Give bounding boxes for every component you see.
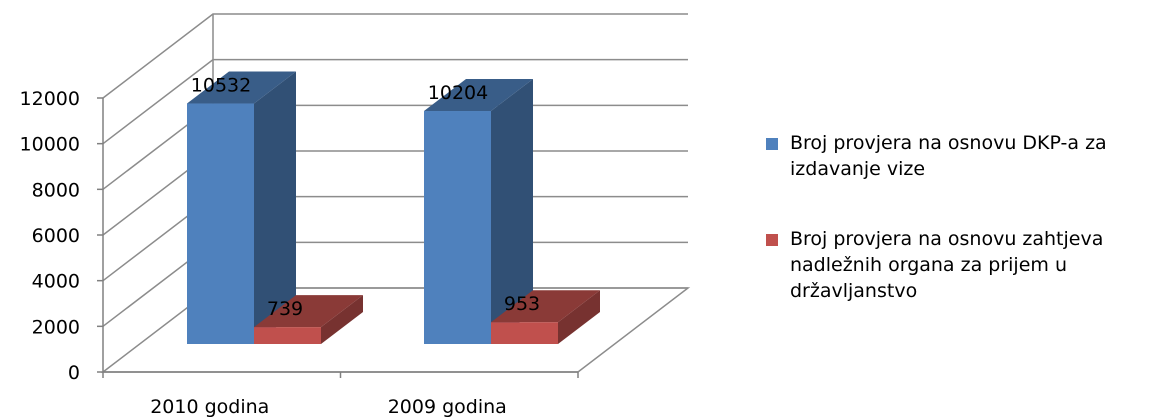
legend-item-series-1: Broj provjera na osnovu DKP-a za izdavan…: [766, 130, 1146, 182]
bar-top: [187, 71, 296, 104]
bar-front: [424, 111, 491, 344]
y-tick-label-4: 8000: [32, 179, 80, 201]
y-tick-label-1: 2000: [32, 316, 80, 338]
y-tick-label-5: 10000: [20, 134, 80, 156]
x-tick-label-1: 2009 godina: [388, 396, 507, 417]
bar-side: [491, 79, 533, 344]
bars: [187, 71, 600, 344]
axes: 0 2000 4000 6000 8000 10000 12000 2010 godina 20…: [20, 88, 579, 417]
y-tick-label-2: 4000: [32, 271, 80, 293]
data-label-s1-c2: 10204: [428, 82, 488, 104]
bar-side: [558, 290, 600, 344]
gridline-5: [102, 58, 688, 145]
bar-s2-c1: [254, 295, 363, 344]
legend-swatch-series-1: [766, 138, 778, 150]
gridline-6: [102, 13, 688, 99]
bar-s1-c2: [424, 79, 533, 344]
bar-s2-c2: [491, 290, 600, 344]
bar-side: [254, 71, 296, 344]
x-tick-label-0: 2010 godina: [150, 396, 269, 417]
legend-label-series-2: Broj provjera na osnovu zahtjeva nadležn…: [790, 228, 1104, 302]
bar-front: [491, 322, 558, 344]
bar-top: [254, 295, 363, 328]
bar-top: [491, 290, 600, 323]
legend: Broj provjera na osnovu DKP-a za izdavan…: [766, 130, 1146, 348]
bar-front: [187, 103, 254, 344]
data-label-s2-c2: 953: [504, 293, 540, 315]
bar-front: [254, 327, 321, 344]
legend-swatch-series-2: [766, 234, 778, 246]
data-labels: 10532 739 10204 953: [191, 75, 540, 321]
bar-top: [424, 79, 533, 112]
data-label-s2-c1: 739: [267, 298, 303, 320]
y-tick-label-6: 12000: [20, 88, 80, 110]
y-tick-label-0: 0: [68, 362, 80, 384]
bar-side: [321, 295, 363, 344]
data-label-s1-c1: 10532: [191, 75, 251, 97]
legend-item-series-2: Broj provjera na osnovu zahtjeva nadležn…: [766, 226, 1146, 304]
bar-s1-c1: [187, 71, 296, 344]
legend-label-series-1: Broj provjera na osnovu DKP-a za izdavan…: [790, 132, 1107, 180]
y-tick-label-3: 6000: [32, 225, 80, 247]
